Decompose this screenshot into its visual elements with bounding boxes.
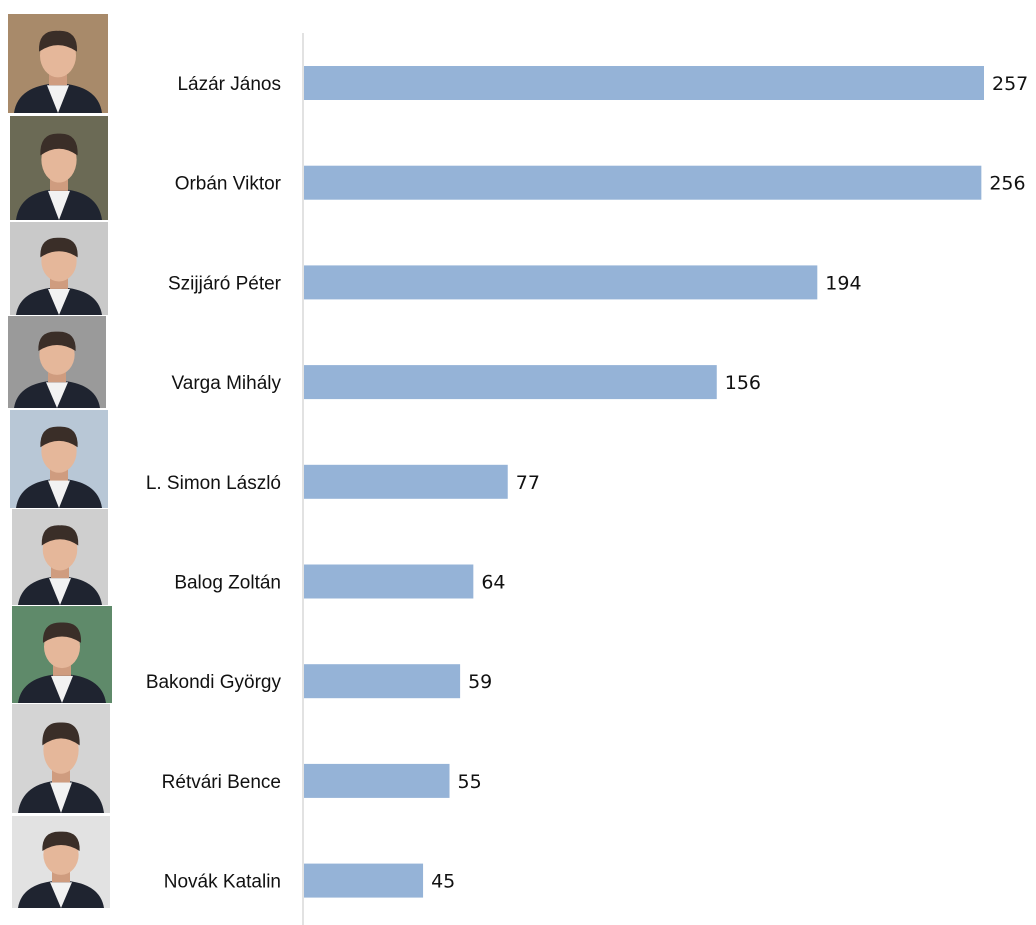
bar	[304, 664, 461, 699]
bar	[304, 763, 450, 798]
value-label: 257	[992, 73, 1028, 95]
portrait-photo	[10, 116, 108, 220]
bar	[304, 165, 982, 200]
bar	[304, 365, 717, 400]
category-label: L. Simon László	[146, 473, 281, 494]
category-label: Varga Mihály	[172, 373, 282, 394]
category-label: Novák Katalin	[164, 872, 281, 893]
value-label: 77	[516, 472, 540, 494]
portrait-photo	[8, 14, 108, 113]
value-label: 256	[989, 173, 1025, 195]
category-label: Bakondi György	[146, 672, 282, 693]
value-label: 156	[725, 372, 761, 394]
category-label: Szijjáró Péter	[168, 273, 282, 294]
value-label: 55	[458, 771, 482, 793]
portrait-photo	[12, 509, 108, 605]
portrait-photo	[12, 816, 110, 908]
category-label: Orbán Viktor	[175, 174, 282, 195]
portrait-photo	[10, 222, 108, 315]
bar	[304, 464, 508, 499]
portrait-photo	[12, 704, 110, 813]
portrait-photo	[12, 606, 112, 703]
value-label: 194	[825, 272, 861, 294]
category-label: Rétvári Bence	[162, 772, 281, 793]
value-label: 64	[481, 572, 505, 594]
bar	[304, 265, 818, 300]
value-label: 45	[431, 871, 455, 893]
bar	[304, 66, 984, 100]
bar	[304, 863, 424, 898]
value-label: 59	[468, 671, 492, 693]
portrait-photo	[8, 316, 106, 408]
category-label: Lázár János	[177, 74, 281, 95]
category-label: Balog Zoltán	[174, 573, 281, 594]
portrait-photo	[10, 410, 108, 508]
bar	[304, 564, 474, 599]
